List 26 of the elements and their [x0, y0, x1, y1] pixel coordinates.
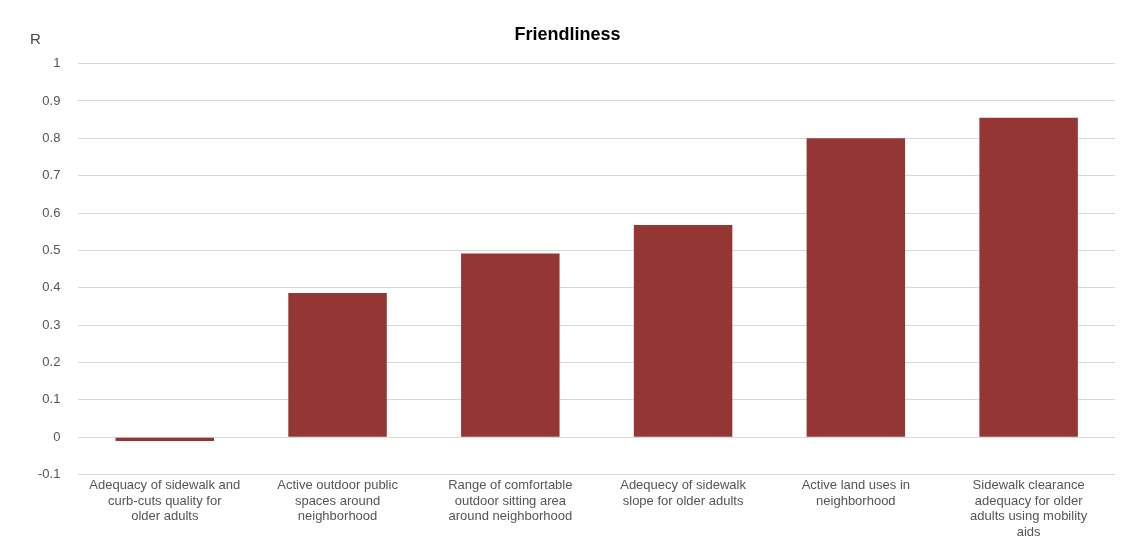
- y-tick-label: 0.8: [42, 129, 61, 145]
- x-tick-label: Sidewalk clearance adequacy for older adults using mobility aids: [970, 476, 1088, 539]
- x-tick-label: Range of comfortable outdoor sitting area around neighborhood: [448, 476, 573, 524]
- y-tick-label: 0.3: [42, 316, 61, 332]
- bar: [288, 293, 387, 437]
- chart-title: Friendliness: [514, 23, 621, 44]
- y-tick-label: 0.9: [42, 92, 61, 108]
- y-tick-label: 1: [53, 55, 61, 71]
- bar: [633, 225, 733, 437]
- x-tick-label: Active outdoor public spaces around neighborhood: [277, 476, 399, 524]
- y-tick-label: 0: [53, 428, 61, 444]
- y-tick-label: 0.7: [42, 167, 61, 183]
- bar: [115, 437, 215, 441]
- y-tick-label: 0.4: [42, 279, 61, 295]
- bar: [461, 253, 560, 437]
- y-tick-label: 0.2: [42, 354, 61, 370]
- x-tick-label: Active land uses in neighborhood: [801, 476, 911, 508]
- y-tick-label: 0.6: [42, 204, 61, 220]
- y-axis-title: R: [30, 30, 41, 47]
- x-tick-label: Adequecy of sidewalk slope for older adults: [620, 476, 747, 508]
- y-tick-label: 0.5: [42, 242, 61, 257]
- bar: [806, 138, 906, 437]
- bar: [979, 117, 1078, 437]
- y-tick-label: 0.1: [42, 391, 61, 407]
- x-tick-label: Adequacy of sidewalk and curb-cuts quality for older adults: [89, 476, 241, 524]
- y-tick-label: -0.1: [37, 466, 61, 482]
